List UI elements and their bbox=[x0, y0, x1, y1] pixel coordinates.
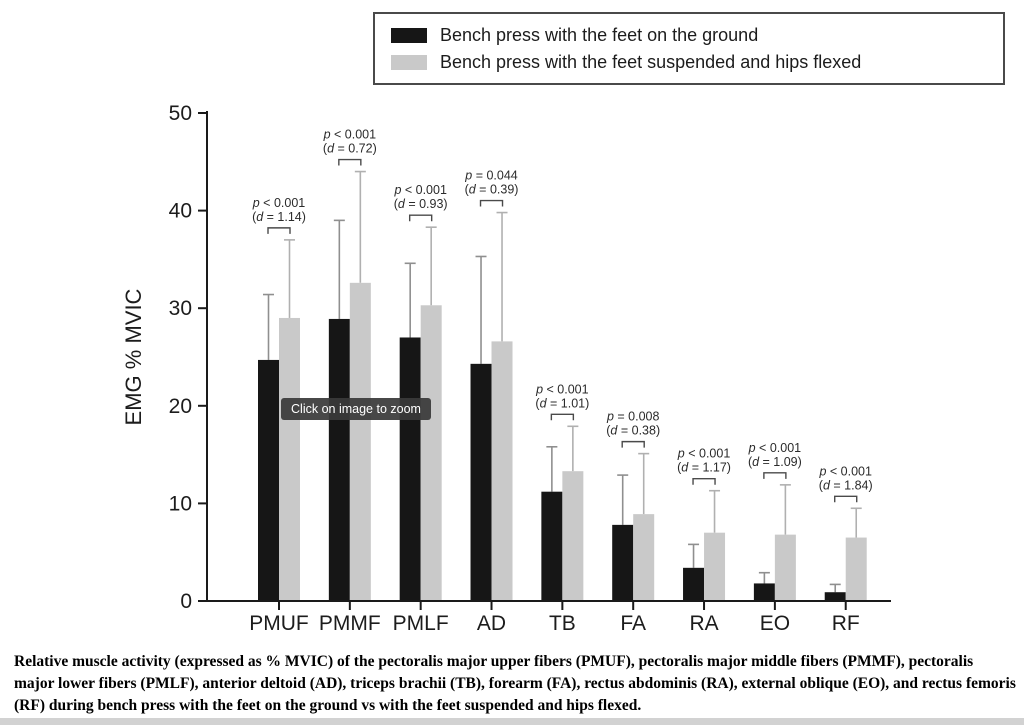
bar-fa-ground bbox=[612, 524, 634, 600]
axes: 0 10 20 30 40 50 EMG % MVIC bbox=[121, 102, 891, 613]
significance-bracket bbox=[408, 214, 433, 222]
x-tick-label: PMLF bbox=[393, 612, 449, 635]
legend-swatch-suspended bbox=[391, 54, 427, 70]
bar-ad-ground bbox=[470, 363, 492, 600]
p-value-label: p < 0.001 bbox=[393, 183, 447, 197]
effect-size-label: (d = 0.72) bbox=[323, 142, 377, 156]
legend-swatch-ground bbox=[391, 27, 427, 43]
p-value-label: p < 0.001 bbox=[535, 382, 589, 396]
bar-rf-suspended bbox=[845, 537, 867, 600]
bar-pmmf-ground bbox=[328, 318, 350, 600]
bar-ra-ground bbox=[683, 567, 705, 600]
legend-item-suspended: Bench press with the feet suspended and … bbox=[391, 52, 1003, 73]
y-tick-label: 20 bbox=[169, 395, 192, 418]
bar-pmlf-suspended bbox=[420, 305, 442, 600]
significance-bracket bbox=[834, 495, 858, 503]
bar-tb-ground bbox=[541, 491, 563, 600]
y-axis-title: EMG % MVIC bbox=[121, 288, 146, 425]
bar-group-fa: FA (d = 0.38)p = 0.008 bbox=[606, 410, 660, 635]
bar-group-tb: TB (d = 1.01)p < 0.001 bbox=[535, 382, 589, 635]
significance-bracket bbox=[550, 413, 575, 421]
effect-size-label: (d = 0.39) bbox=[465, 183, 519, 197]
x-tick-label: RF bbox=[832, 612, 860, 635]
x-tick-label: PMUF bbox=[249, 612, 309, 635]
y-tick-label: 0 bbox=[180, 590, 192, 613]
bar-pmlf-ground bbox=[399, 337, 421, 600]
bar-group-ad: AD (d = 0.39)p = 0.044 bbox=[464, 169, 518, 635]
effect-size-label: (d = 1.01) bbox=[535, 396, 589, 410]
effect-size-label: (d = 1.14) bbox=[252, 210, 306, 224]
x-tick-label: AD bbox=[477, 612, 506, 635]
x-tick-label: EO bbox=[760, 612, 790, 635]
p-value-label: p < 0.001 bbox=[748, 441, 802, 455]
bar-pmmf-suspended bbox=[349, 282, 371, 600]
y-tick-label: 10 bbox=[169, 492, 192, 515]
significance-bracket bbox=[479, 199, 504, 207]
bar-ra-suspended bbox=[704, 532, 726, 600]
bar-ad-suspended bbox=[491, 341, 513, 600]
y-tick-label: 30 bbox=[169, 297, 192, 320]
bar-tb-suspended bbox=[562, 471, 584, 600]
bar-pmuf-suspended bbox=[279, 317, 300, 600]
effect-size-label: (d = 0.38) bbox=[606, 424, 660, 438]
effect-size-label: (d = 1.09) bbox=[748, 455, 802, 469]
p-value-label: p = 0.008 bbox=[606, 410, 660, 424]
zoom-tooltip: Click on image to zoom bbox=[281, 398, 431, 420]
y-tick-label: 40 bbox=[169, 200, 192, 223]
page-bottom-strip bbox=[0, 718, 1024, 725]
y-tick-label: 50 bbox=[169, 102, 192, 125]
x-tick-label: FA bbox=[620, 612, 646, 635]
p-value-label: p = 0.044 bbox=[464, 169, 518, 183]
bar-fa-suspended bbox=[633, 514, 655, 600]
bar-eo-suspended bbox=[774, 534, 796, 600]
effect-size-label: (d = 0.93) bbox=[394, 197, 448, 211]
legend-label-ground: Bench press with the feet on the ground bbox=[440, 24, 759, 45]
bar-eo-ground bbox=[753, 583, 775, 600]
significance-bracket bbox=[763, 472, 787, 479]
x-tick-label: RA bbox=[689, 612, 718, 635]
bar-pmuf-ground bbox=[258, 359, 279, 600]
effect-size-label: (d = 1.17) bbox=[677, 461, 731, 475]
p-value-label: p < 0.001 bbox=[677, 447, 731, 461]
significance-bracket bbox=[621, 440, 645, 448]
p-value-label: p < 0.001 bbox=[252, 196, 306, 210]
p-value-label: p < 0.001 bbox=[323, 128, 377, 142]
x-tick-label: TB bbox=[549, 612, 576, 635]
bar-rf-ground bbox=[824, 592, 846, 600]
bar-group-eo: EO (d = 1.09)p < 0.001 bbox=[748, 441, 802, 635]
figure-caption: Relative muscle activity (expressed as %… bbox=[14, 653, 1016, 714]
effect-size-label: (d = 1.84) bbox=[819, 478, 873, 492]
x-tick-label: PMMF bbox=[319, 612, 381, 635]
bar-group-ra: RA (d = 1.17)p < 0.001 bbox=[677, 447, 731, 635]
p-value-label: p < 0.001 bbox=[818, 464, 872, 478]
bar-group-pmuf: PMUF (d = 1.14)p < 0.001 bbox=[249, 196, 309, 635]
legend-label-suspended: Bench press with the feet suspended and … bbox=[440, 51, 862, 72]
chart-legend: Bench press with the feet on the ground … bbox=[373, 12, 1005, 85]
bar-group-rf: RF (d = 1.84)p < 0.001 bbox=[818, 464, 872, 635]
significance-bracket bbox=[692, 478, 716, 485]
bar-group-pmmf: PMMF (d = 0.72)p < 0.001 bbox=[319, 128, 381, 635]
legend-item-ground: Bench press with the feet on the ground bbox=[391, 25, 1003, 46]
significance-bracket bbox=[267, 227, 291, 234]
significance-bracket bbox=[338, 158, 362, 166]
